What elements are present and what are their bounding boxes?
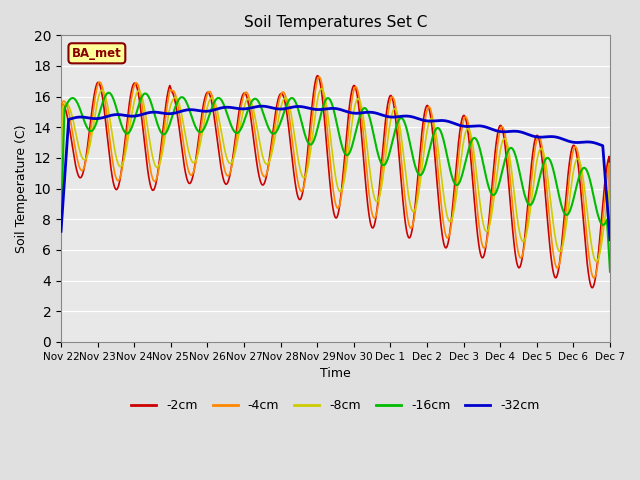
Title: Soil Temperatures Set C: Soil Temperatures Set C <box>244 15 428 30</box>
X-axis label: Time: Time <box>320 367 351 380</box>
Legend: -2cm, -4cm, -8cm, -16cm, -32cm: -2cm, -4cm, -8cm, -16cm, -32cm <box>126 394 545 417</box>
Y-axis label: Soil Temperature (C): Soil Temperature (C) <box>15 124 28 253</box>
Text: BA_met: BA_met <box>72 47 122 60</box>
